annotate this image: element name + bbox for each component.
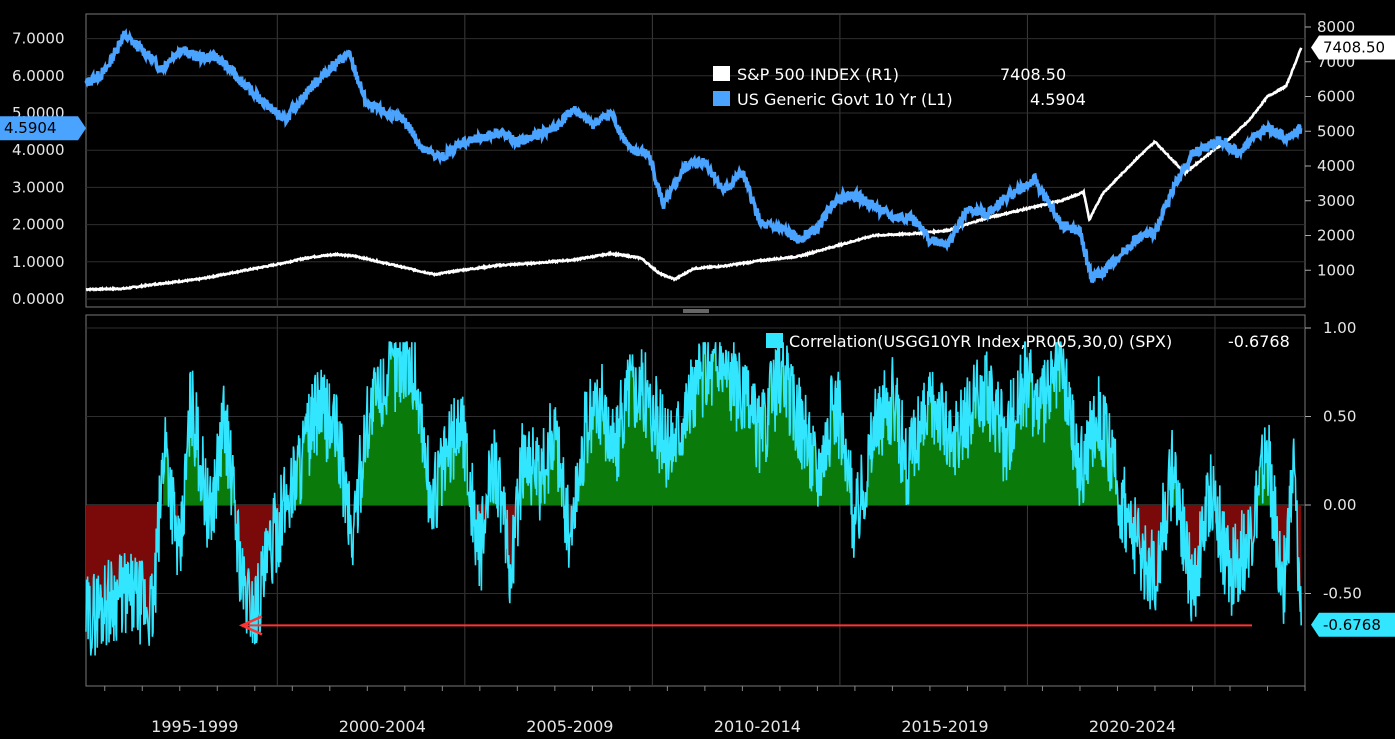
us10yr-last-value-badge: 4.5904 <box>0 116 86 141</box>
right-axis-tick-label: 2000 <box>1317 227 1355 245</box>
legend-swatch-sp500 <box>713 66 730 81</box>
legend-swatch-us10yr <box>713 91 730 106</box>
x-axis-category-label: 2000-2004 <box>339 717 426 736</box>
left-axis-tick-label: 2.0000 <box>12 216 65 234</box>
x-axis-category-label: 2015-2019 <box>901 717 988 736</box>
legend-value-correlation: -0.6768 <box>1228 332 1290 351</box>
legends: S&P 500 INDEX (R1) 7408.50 US Generic Govt… <box>713 65 1290 351</box>
left-axis-tick-label: 3.0000 <box>12 178 65 196</box>
tick-labels: 0.00001.00002.00003.00004.00005.00006.00… <box>12 18 1362 736</box>
correlation-last-value-badge: -0.6768 <box>1311 612 1395 637</box>
x-axis-category-label: 2020-2024 <box>1089 717 1176 736</box>
right-axis-tick-label: 3000 <box>1317 192 1355 210</box>
negative-correlation-fill <box>1178 505 1256 622</box>
bottom-axis-tick-label: 0.00 <box>1323 496 1356 514</box>
positive-correlation-fill <box>286 342 473 505</box>
bottom-legend: Correlation(USGG10YR Index,PR005,30,0) (… <box>766 332 1290 351</box>
right-axis-tick-label: 1000 <box>1317 261 1355 279</box>
legend-label-sp500: S&P 500 INDEX (R1) <box>737 65 899 84</box>
x-axis-category-label: 2010-2014 <box>714 717 801 736</box>
negative-correlation-fill <box>568 505 573 568</box>
annotations: 7408.50 4.5904 -0.6768 <box>0 35 1395 637</box>
bottom-axis-tick-label: -0.50 <box>1323 585 1362 603</box>
right-axis-tick-label: 5000 <box>1317 122 1355 140</box>
left-axis-tick-label: 4.0000 <box>12 141 65 159</box>
left-axis-tick-label: 0.0000 <box>12 290 65 308</box>
x-axis-category-label: 1995-1999 <box>151 717 238 736</box>
series-lines <box>84 28 1303 656</box>
legend-value-us10yr: 4.5904 <box>1030 90 1086 109</box>
right-axis-tick-label: 8000 <box>1317 18 1355 36</box>
chart-frames <box>85 13 1306 687</box>
series-line-correlation <box>85 341 1302 656</box>
left-axis-tick-label: 6.0000 <box>12 67 65 85</box>
right-axis-tick-label: 4000 <box>1317 157 1355 175</box>
positive-correlation-fill <box>1256 424 1272 505</box>
right-axis-tick-label: 6000 <box>1317 88 1355 106</box>
svg-text:4.5904: 4.5904 <box>4 119 57 137</box>
red-arrow-annotation <box>238 615 1252 636</box>
top-legend: S&P 500 INDEX (R1) 7408.50 US Generic Govt… <box>713 65 1086 109</box>
positive-correlation-fill <box>163 417 175 505</box>
negative-correlation-fill <box>86 505 163 656</box>
svg-text:7408.50: 7408.50 <box>1323 39 1385 57</box>
bottom-axis-tick-label: 0.50 <box>1323 408 1356 426</box>
legend-label-us10yr: US Generic Govt 10 Yr (L1) <box>737 90 953 109</box>
series-line-sp500 <box>85 47 1303 292</box>
legend-value-sp500: 7408.50 <box>1000 65 1066 84</box>
top-panel-frame <box>85 13 1306 308</box>
legend-label-correlation: Correlation(USGG10YR Index,PR005,30,0) (… <box>789 332 1172 351</box>
bottom-axis-tick-label: 1.00 <box>1323 319 1356 337</box>
left-axis-tick-label: 7.0000 <box>12 30 65 48</box>
sp500-last-value-badge: 7408.50 <box>1311 35 1395 60</box>
panel-splitter-handle[interactable] <box>683 309 709 313</box>
left-axis-tick-label: 1.0000 <box>12 253 65 271</box>
series-line-us10yr <box>84 28 1303 284</box>
x-axis-category-label: 2005-2009 <box>526 717 613 736</box>
legend-swatch-correlation <box>766 333 783 348</box>
bottom-panel-frame <box>85 314 1306 687</box>
svg-text:-0.6768: -0.6768 <box>1323 616 1381 634</box>
